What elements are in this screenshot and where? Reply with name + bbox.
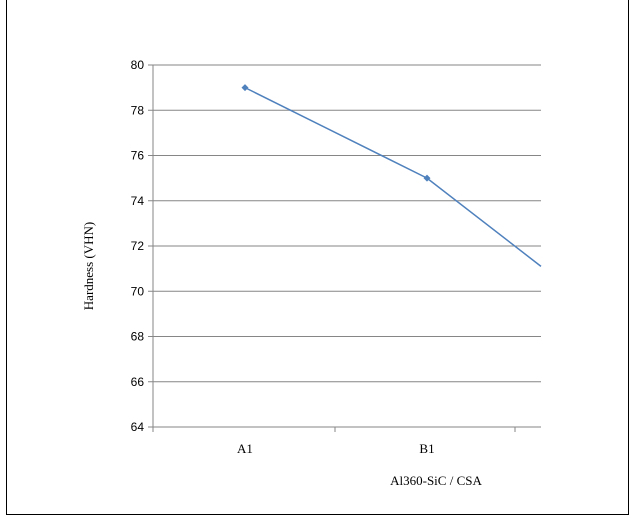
- y-tick-label: 78: [131, 103, 145, 117]
- y-tick-label: 68: [131, 330, 145, 344]
- y-tick-label: 70: [131, 284, 145, 298]
- series-line: [244, 86, 542, 267]
- axes: [148, 64, 516, 432]
- chart-frame: [6, 0, 629, 515]
- data-point-A1: [241, 84, 249, 92]
- data-point-B1: [423, 174, 431, 182]
- labels: 64 66 68 70 72 74 76 78 80 A1 B1: [131, 58, 435, 456]
- x-category-label: B1: [419, 441, 434, 456]
- y-tick-label: 66: [131, 375, 145, 389]
- gridlines: [153, 64, 541, 428]
- x-axis-title: Al360-SiC / CSA: [390, 473, 482, 488]
- y-tick-label: 64: [131, 420, 145, 434]
- series: [241, 84, 542, 267]
- x-category-label: A1: [237, 441, 253, 456]
- y-tick-label: 76: [131, 149, 145, 163]
- y-tick-label: 74: [131, 194, 145, 208]
- y-tick-label: 80: [131, 58, 145, 72]
- y-tick-label: 72: [131, 239, 145, 253]
- y-axis-title: Hardness (VHN): [81, 222, 96, 310]
